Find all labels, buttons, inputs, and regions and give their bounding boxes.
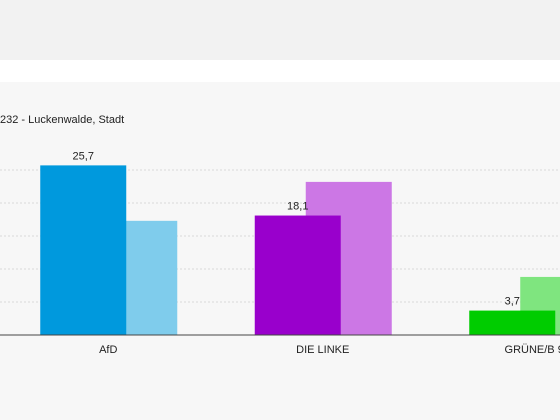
separator — [0, 60, 560, 82]
bar — [254, 215, 341, 335]
x-tick-label: GRÜNE/B 90 — [505, 344, 560, 356]
top-band — [0, 0, 560, 60]
chart-title: 232 - Luckenwalde, Stadt — [0, 114, 124, 126]
bar — [469, 310, 556, 335]
value-label: 25,7 — [73, 150, 94, 162]
value-label: 18,1 — [287, 200, 308, 212]
bar — [40, 165, 127, 335]
x-tick-label: AfD — [99, 344, 117, 356]
x-tick-label: DIE LINKE — [296, 344, 349, 356]
value-label: 3,7 — [505, 295, 520, 307]
